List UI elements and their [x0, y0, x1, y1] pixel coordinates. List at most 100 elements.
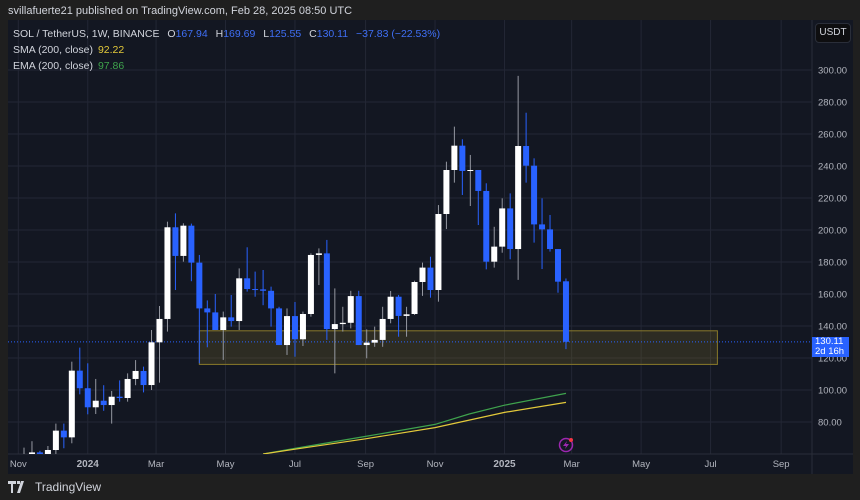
- candle: [427, 256, 434, 298]
- candle-body: [172, 227, 179, 256]
- candle-body: [307, 254, 314, 314]
- footer: TradingView: [8, 480, 101, 494]
- time-axis-label: Nov: [427, 459, 444, 470]
- candle: [531, 158, 538, 243]
- time-axis-label: Sep: [773, 459, 790, 470]
- sma-value: 92.22: [97, 44, 125, 56]
- chart-legend: SOL / TetherUS, 1W, BINANCE O167.94 H169…: [13, 26, 440, 74]
- time-axis-label: Mar: [563, 459, 579, 470]
- candle-body: [547, 229, 554, 250]
- candle: [52, 423, 59, 454]
- candle: [276, 306, 283, 346]
- candle-body: [499, 208, 506, 247]
- candle: [60, 423, 67, 449]
- candle-body: [124, 378, 131, 398]
- candle: [403, 306, 410, 337]
- candle: [44, 446, 51, 454]
- candle-body: [132, 370, 139, 379]
- candle: [387, 290, 394, 324]
- grid: [8, 20, 812, 454]
- candle: [371, 326, 378, 347]
- time-axis-label: May: [632, 459, 650, 470]
- candle-body: [523, 146, 530, 166]
- candle-body: [60, 430, 67, 438]
- open-label: O: [167, 28, 176, 40]
- time-axis-label: 2024: [77, 459, 100, 470]
- candle-body: [419, 267, 426, 282]
- candle-body: [435, 214, 442, 290]
- lightning-icon-ring: [558, 437, 574, 453]
- low-label: L: [263, 28, 270, 40]
- candle-body: [315, 253, 322, 255]
- close-label: C: [309, 28, 317, 40]
- candle-body: [387, 296, 394, 319]
- chart-panel[interactable]: [8, 20, 853, 474]
- price-axis-label: 180.00: [818, 258, 847, 269]
- candle-body: [252, 289, 259, 291]
- candle-body: [260, 289, 267, 291]
- candle: [315, 248, 322, 286]
- candle: [483, 183, 490, 270]
- candle-body: [355, 296, 362, 346]
- candle: [451, 126, 458, 183]
- time-axis-label: Nov: [10, 459, 27, 470]
- candle: [172, 213, 179, 290]
- candle-body: [108, 396, 115, 406]
- price-axis-label: 280.00: [818, 98, 847, 109]
- candle: [459, 139, 466, 195]
- ema-value: 97.86: [97, 60, 125, 72]
- candle-body: [443, 170, 450, 214]
- close-value: 130.11: [316, 28, 349, 40]
- candle-body: [291, 316, 298, 340]
- candle: [475, 170, 482, 226]
- candle-body: [339, 322, 346, 325]
- candle: [140, 366, 147, 393]
- candle-body: [156, 318, 163, 343]
- candle: [323, 239, 330, 340]
- candle: [260, 270, 267, 306]
- symbol-row[interactable]: SOL / TetherUS, 1W, BINANCE O167.94 H169…: [13, 26, 440, 42]
- candle: [395, 294, 402, 337]
- candle: [92, 378, 99, 414]
- time-axis-label: Sep: [357, 459, 374, 470]
- candle-body: [507, 208, 514, 250]
- time-axis-label: May: [217, 459, 235, 470]
- candle-body: [36, 452, 43, 454]
- price-axis-label: 100.00: [818, 386, 847, 397]
- candle: [363, 329, 370, 359]
- lightning-icon-bolt: [563, 441, 569, 449]
- sma-200-line: [263, 401, 567, 454]
- ema-label: EMA (200, close): [13, 60, 93, 72]
- last-price-tag: 130.11 2d 16h: [812, 337, 849, 357]
- candle-body: [28, 452, 35, 454]
- candle: [284, 308, 291, 355]
- candle: [108, 390, 115, 424]
- candle-body: [244, 278, 251, 290]
- candle-body: [276, 308, 283, 346]
- candle-body: [196, 262, 203, 309]
- ema-row[interactable]: EMA (200, close) 97.86: [13, 58, 440, 74]
- time-axis-label: Jul: [289, 459, 301, 470]
- candle-body: [379, 318, 386, 340]
- candle-body: [451, 145, 458, 170]
- ema-200-line: [262, 392, 567, 454]
- change-value: −37.83 (−22.53%): [356, 28, 441, 40]
- candle-body: [180, 225, 187, 256]
- candle-body: [427, 267, 434, 290]
- candle-body: [52, 430, 59, 450]
- candle: [419, 262, 426, 296]
- candle: [204, 300, 211, 348]
- candle-body: [220, 317, 227, 330]
- open-value: 167.94: [175, 28, 208, 40]
- candle: [228, 294, 235, 327]
- sma-row[interactable]: SMA (200, close) 92.22: [13, 42, 440, 58]
- currency-button[interactable]: USDT: [815, 23, 851, 43]
- candle: [523, 112, 530, 183]
- candle-body: [268, 290, 275, 309]
- time-axis-label: Jul: [704, 459, 716, 470]
- candle-body: [371, 339, 378, 343]
- candle-body: [515, 146, 522, 250]
- price-axis-label: 200.00: [818, 226, 847, 237]
- candle: [148, 330, 155, 390]
